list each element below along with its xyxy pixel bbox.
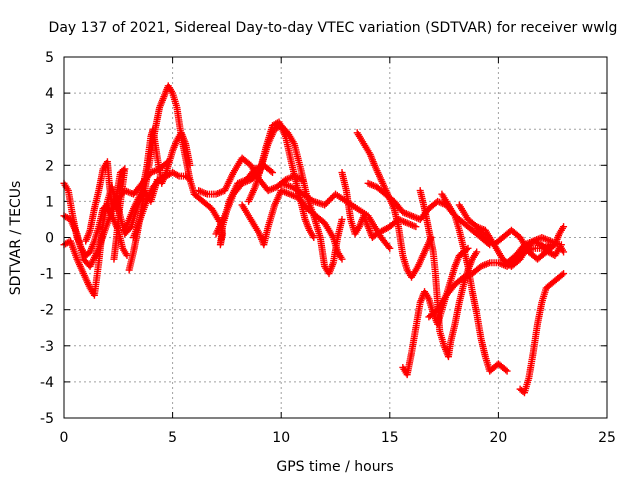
x-tick-label: 20 <box>489 430 507 446</box>
data-point <box>321 201 329 209</box>
series-s19 <box>438 190 511 375</box>
series-s23 <box>516 270 568 397</box>
data-point <box>473 248 481 256</box>
data-point <box>324 198 332 206</box>
x-tick-label: 10 <box>272 430 290 446</box>
x-tick-label: 25 <box>598 430 616 446</box>
y-tick-label: 4 <box>45 86 54 102</box>
y-tick-label: -2 <box>40 303 54 319</box>
data-point <box>310 234 318 241</box>
y-tick-label: 1 <box>45 194 54 210</box>
data-point <box>560 223 568 231</box>
data-point <box>558 271 566 279</box>
data-point <box>560 248 568 256</box>
data-point <box>560 270 568 278</box>
series-s24 <box>503 234 568 267</box>
data-point <box>185 175 193 183</box>
data-point <box>322 199 330 207</box>
data-point <box>338 255 346 263</box>
data-point <box>386 244 394 252</box>
data-point <box>327 195 335 203</box>
series-s6 <box>121 125 194 234</box>
x-tick-label: 5 <box>168 430 177 446</box>
data-point <box>186 161 194 169</box>
data-point <box>186 176 194 184</box>
series-s4 <box>82 158 129 263</box>
series-s7 <box>130 169 194 241</box>
series-s20 <box>425 241 555 321</box>
data-point <box>325 196 333 204</box>
y-tick-labels: -5 -4 -3 -2 -1 0 1 2 3 4 5 <box>40 50 54 427</box>
y-tick-label: 5 <box>45 50 54 66</box>
data-point <box>502 366 510 374</box>
y-axis-label: SDTVAR / TECUs <box>8 181 24 296</box>
x-tick-label: 0 <box>60 430 69 446</box>
chart-title: Day 137 of 2021, Sidereal Day-to-day VTE… <box>49 20 618 36</box>
data-series <box>60 82 568 397</box>
x-axis-label: GPS time / hours <box>276 459 393 475</box>
y-tick-label: -3 <box>40 339 54 355</box>
data-point <box>412 223 420 231</box>
data-point <box>269 169 277 177</box>
data-point <box>385 243 393 251</box>
y-tick-label: -4 <box>40 375 54 391</box>
y-tick-label: 2 <box>45 158 54 174</box>
y-tick-label: 3 <box>45 122 54 138</box>
data-point <box>110 255 118 263</box>
plot-frame <box>63 56 608 419</box>
y-tick-label: -5 <box>40 411 54 427</box>
data-point <box>328 193 336 201</box>
x-tick-label: 15 <box>381 430 399 446</box>
series-s12 <box>238 187 346 263</box>
data-point <box>267 167 275 175</box>
x-tick-labels: 0 5 10 15 20 25 <box>60 430 616 446</box>
data-point <box>173 171 181 179</box>
y-tick-label: 0 <box>45 231 54 247</box>
y-tick-label: -1 <box>40 267 54 283</box>
data-point <box>338 215 346 223</box>
data-point <box>503 367 511 375</box>
